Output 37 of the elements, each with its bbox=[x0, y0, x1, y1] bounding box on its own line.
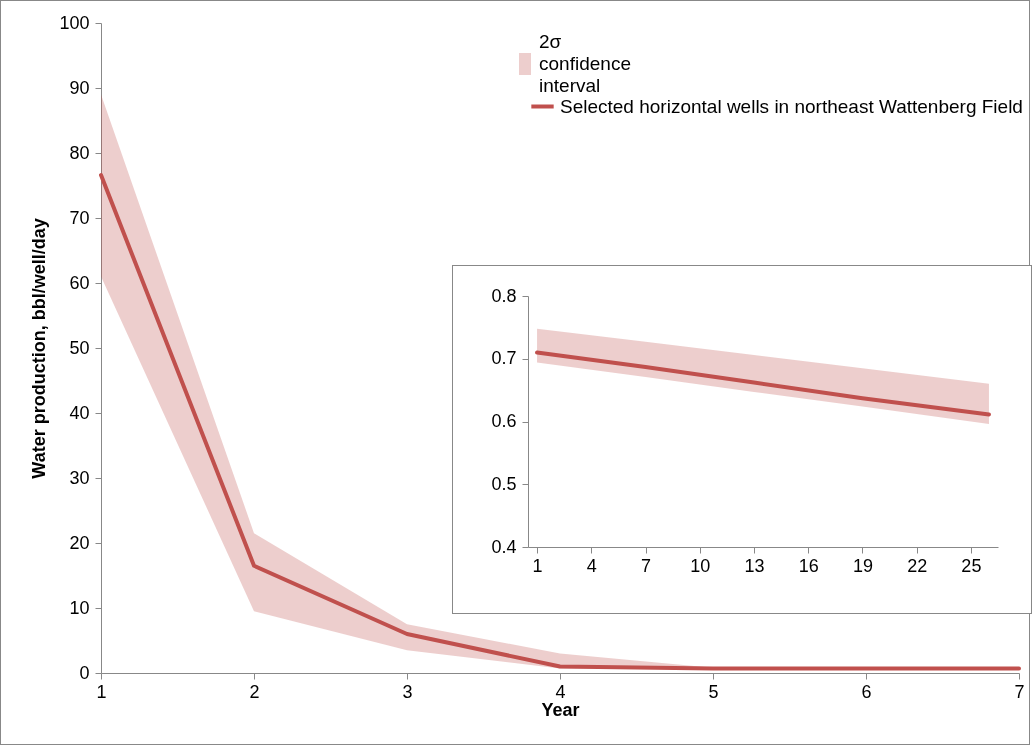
x-tick-label: 16 bbox=[798, 555, 819, 576]
y-tick-label: 0.6 bbox=[491, 411, 517, 431]
x-tick-label: 2 bbox=[249, 681, 260, 702]
x-tick-label: 1 bbox=[532, 555, 543, 576]
y-tick-label: 0.5 bbox=[491, 473, 517, 494]
x-tick-label: 10 bbox=[690, 555, 711, 576]
y-tick-label: 70 bbox=[69, 207, 90, 228]
x-tick-label: 19 bbox=[852, 555, 873, 576]
y-tick-label: 0 bbox=[79, 662, 90, 683]
x-tick-label: 5 bbox=[708, 681, 719, 702]
y-tick-label: 80 bbox=[69, 142, 90, 163]
y-tick-label: 0.4 bbox=[491, 536, 517, 557]
x-tick-label: 13 bbox=[744, 555, 765, 576]
x-tick-label: 7 bbox=[1014, 681, 1025, 702]
y-axis-title: Water production, bbl/well/day bbox=[29, 218, 50, 479]
y-tick-label: 90 bbox=[69, 77, 90, 98]
y-tick-label: 20 bbox=[69, 532, 90, 553]
x-tick-label: 4 bbox=[555, 681, 566, 702]
x-tick-label: 3 bbox=[402, 681, 413, 702]
x-axis-title: Year bbox=[541, 699, 580, 720]
y-tick-label: 40 bbox=[69, 402, 90, 423]
x-tick-label: 7 bbox=[640, 555, 652, 576]
x-tick-label: 25 bbox=[961, 555, 982, 576]
x-tick-label: 4 bbox=[586, 555, 597, 576]
y-tick-label: 0.8 bbox=[491, 285, 517, 306]
y-tick-label: 60 bbox=[69, 272, 90, 293]
x-tick-label: 6 bbox=[861, 681, 872, 702]
legend-label: Selected horizontal wells in northeast Wattenberg Field bbox=[560, 95, 1023, 117]
y-tick-label: 30 bbox=[69, 467, 90, 488]
line-series bbox=[535, 350, 991, 417]
annotation: 2σ confidence interval bbox=[539, 31, 632, 97]
y-tick-label: 10 bbox=[69, 597, 90, 618]
y-tick-label: 0.7 bbox=[491, 348, 517, 369]
y-tick-label: 50 bbox=[69, 337, 90, 358]
x-tick-label: 1 bbox=[96, 681, 107, 702]
y-tick-label: 100 bbox=[59, 12, 90, 33]
x-tick-label: 22 bbox=[907, 555, 928, 576]
